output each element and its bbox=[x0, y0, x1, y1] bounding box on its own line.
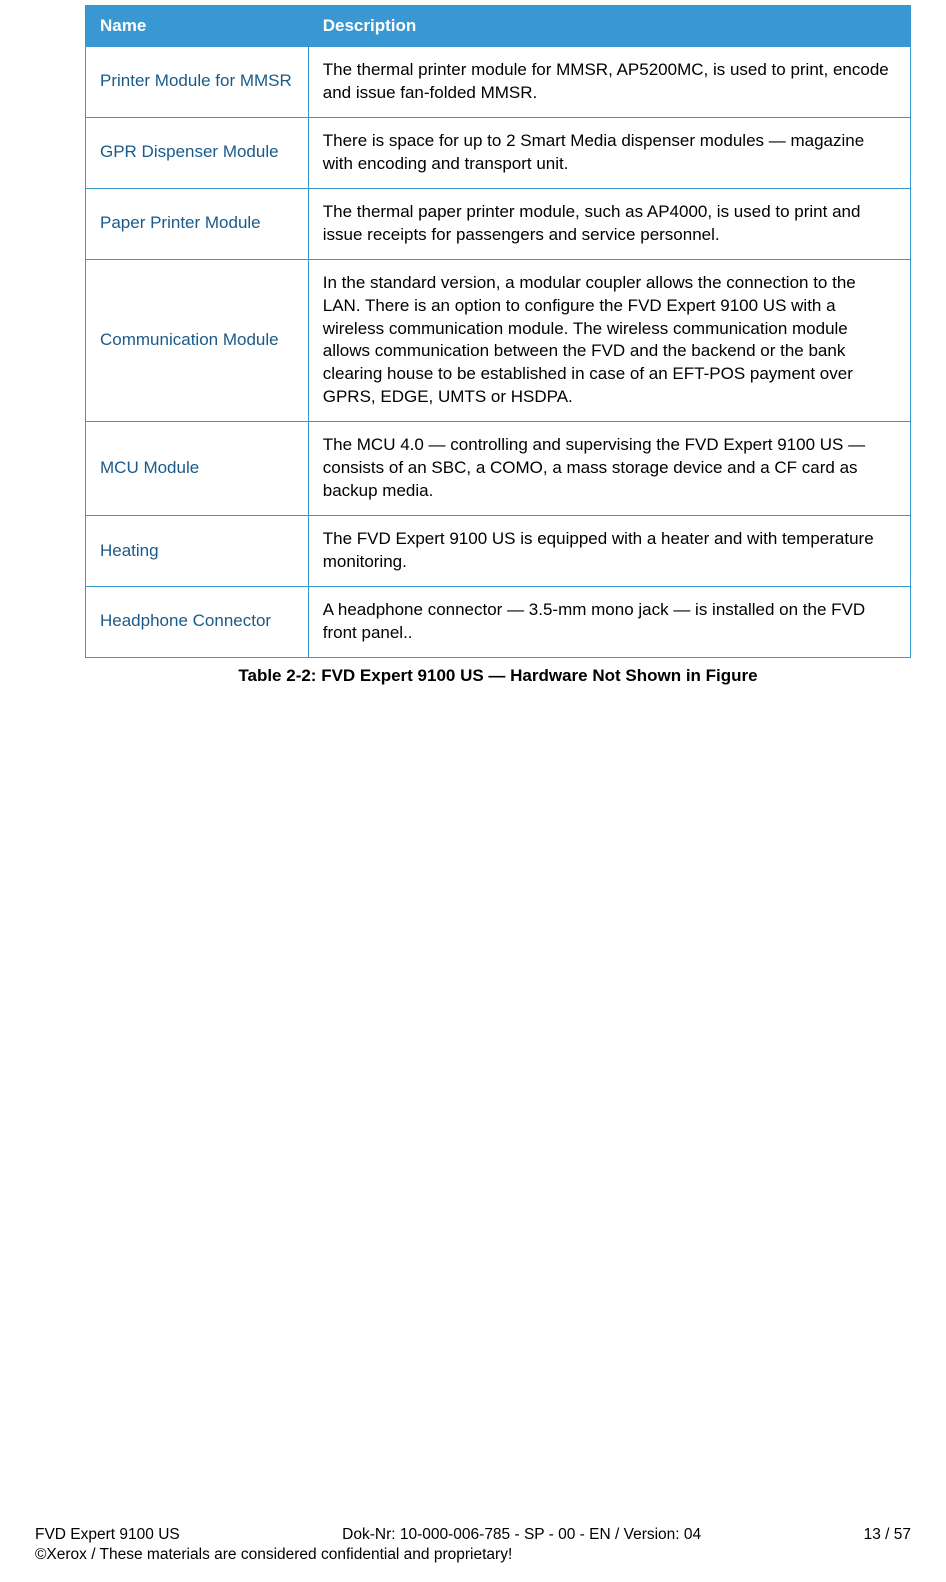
cell-name: Headphone Connector bbox=[86, 586, 309, 657]
table-row: GPR Dispenser Module There is space for … bbox=[86, 117, 911, 188]
cell-desc: In the standard version, a modular coupl… bbox=[308, 259, 910, 422]
col-header-description: Description bbox=[308, 6, 910, 47]
page-footer: FVD Expert 9100 US Dok-Nr: 10-000-006-78… bbox=[35, 1526, 911, 1564]
footer-product: FVD Expert 9100 US bbox=[35, 1526, 180, 1544]
cell-name: MCU Module bbox=[86, 422, 309, 516]
table-row: Heating The FVD Expert 9100 US is equipp… bbox=[86, 516, 911, 587]
table-caption: Table 2-2: FVD Expert 9100 US — Hardware… bbox=[85, 666, 911, 686]
cell-name: Communication Module bbox=[86, 259, 309, 422]
hardware-table: Name Description Printer Module for MMSR… bbox=[85, 5, 911, 658]
footer-line1: FVD Expert 9100 US Dok-Nr: 10-000-006-78… bbox=[35, 1526, 911, 1544]
table-header-row: Name Description bbox=[86, 6, 911, 47]
table-row: Communication Module In the standard ver… bbox=[86, 259, 911, 422]
table-row: Headphone Connector A headphone connecto… bbox=[86, 586, 911, 657]
cell-desc: The thermal printer module for MMSR, AP5… bbox=[308, 47, 910, 118]
cell-name: Printer Module for MMSR bbox=[86, 47, 309, 118]
cell-desc: There is space for up to 2 Smart Media d… bbox=[308, 117, 910, 188]
footer-confidential: ©Xerox / These materials are considered … bbox=[35, 1546, 911, 1564]
page-container: Name Description Printer Module for MMSR… bbox=[0, 0, 946, 686]
cell-desc: A headphone connector — 3.5-mm mono jack… bbox=[308, 586, 910, 657]
cell-desc: The MCU 4.0 — controlling and supervisin… bbox=[308, 422, 910, 516]
table-row: MCU Module The MCU 4.0 — controlling and… bbox=[86, 422, 911, 516]
table-row: Paper Printer Module The thermal paper p… bbox=[86, 188, 911, 259]
table-row: Printer Module for MMSR The thermal prin… bbox=[86, 47, 911, 118]
cell-name: GPR Dispenser Module bbox=[86, 117, 309, 188]
cell-desc: The thermal paper printer module, such a… bbox=[308, 188, 910, 259]
cell-name: Heating bbox=[86, 516, 309, 587]
cell-name: Paper Printer Module bbox=[86, 188, 309, 259]
cell-desc: The FVD Expert 9100 US is equipped with … bbox=[308, 516, 910, 587]
col-header-name: Name bbox=[86, 6, 309, 47]
footer-docnum: Dok-Nr: 10-000-006-785 - SP - 00 - EN / … bbox=[180, 1526, 864, 1544]
footer-page: 13 / 57 bbox=[864, 1526, 911, 1544]
